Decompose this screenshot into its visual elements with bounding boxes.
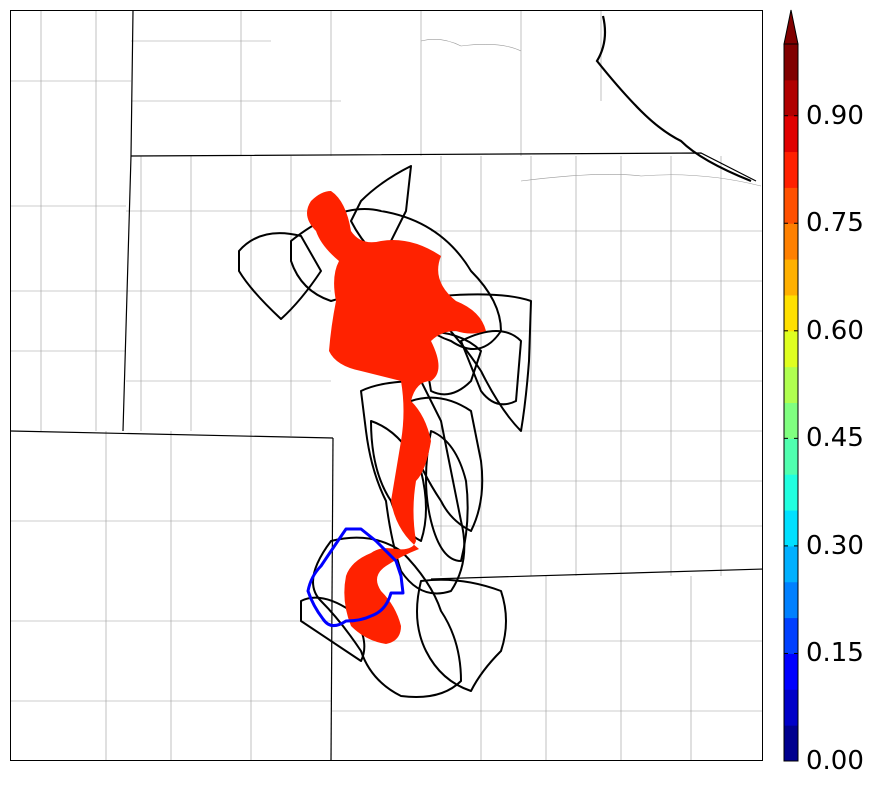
colorbar-segment <box>784 402 798 439</box>
colorbar-segment <box>784 187 798 224</box>
colorbar-segment <box>784 223 798 260</box>
map-svg <box>11 11 762 760</box>
colorbar-ticks <box>784 115 798 762</box>
probability-area <box>307 191 486 644</box>
colorbar-segment <box>784 259 798 296</box>
colorbar-tick-label: 0.60 <box>806 315 864 346</box>
colorbar-svg <box>783 9 799 762</box>
colorbar-frame <box>783 43 799 762</box>
colorbar-segment <box>784 725 798 762</box>
colorbar-extend-arrow <box>783 9 799 45</box>
colorbar-segment <box>784 617 798 654</box>
colorbar-segment <box>784 366 798 403</box>
colorbar-segment <box>784 330 798 368</box>
colorbar-tick-label: 0.75 <box>806 208 864 239</box>
map-panel <box>10 10 763 761</box>
colorbar-segment <box>784 79 798 117</box>
colorbar-tick-label: 0.15 <box>806 638 864 669</box>
colorbar-segment <box>784 545 798 583</box>
colorbar-segment <box>784 438 798 475</box>
colorbar-segment <box>784 581 798 619</box>
member-outlines <box>238 165 532 698</box>
colorbar-tick-label: 0.30 <box>806 530 864 561</box>
colorbar-segment <box>784 510 798 547</box>
colorbar-segment <box>784 653 798 690</box>
colorbar: 0.00 0.15 0.30 0.45 0.60 0.75 0.90 <box>770 0 877 785</box>
colorbar-tick-label: 0.00 <box>806 746 864 776</box>
observed-outline <box>306 527 405 627</box>
county-lines <box>11 11 762 760</box>
state-boundaries <box>11 11 762 760</box>
colorbar-segments <box>784 44 798 762</box>
colorbar-segment <box>784 151 798 188</box>
colorbar-segment <box>784 294 798 332</box>
colorbar-segment <box>784 474 798 511</box>
colorbar-tick-label: 0.45 <box>806 423 864 454</box>
colorbar-segment <box>784 689 798 726</box>
colorbar-segment <box>784 115 798 153</box>
colorbar-tick-label: 0.90 <box>806 100 864 131</box>
colorbar-segment <box>784 44 798 81</box>
